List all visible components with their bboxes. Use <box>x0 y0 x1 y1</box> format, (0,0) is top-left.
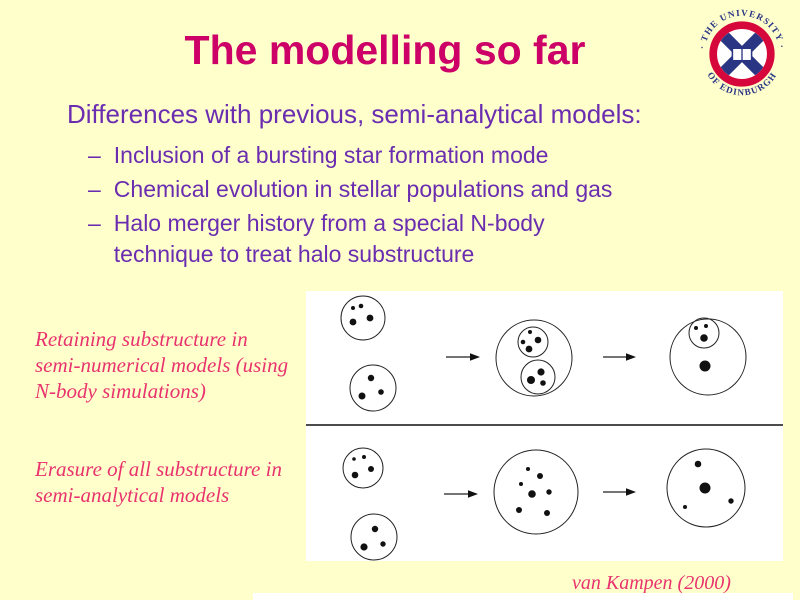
subhalo-dot <box>540 380 546 386</box>
halo-diagram <box>306 295 783 561</box>
bullet-item: – Chemical evolution in stellar populati… <box>88 174 748 205</box>
halo-outline <box>493 449 579 535</box>
halo-outline <box>340 295 386 341</box>
subhalo-dot <box>544 510 550 516</box>
bullet-item: – Halo merger history from a special N-b… <box>88 208 748 270</box>
subhalo-dot <box>351 306 355 310</box>
subhalo-dot <box>699 482 711 494</box>
subhalo-dot <box>528 330 532 334</box>
subhalo-dot <box>366 314 374 322</box>
subhalo-dot <box>516 507 522 513</box>
subhalo-dot <box>360 543 368 551</box>
diagram-label-semi-numerical: Retaining substructure in semi-numerical… <box>35 327 289 403</box>
bullet-text: Chemical evolution in stellar population… <box>113 176 613 202</box>
halo-outline <box>669 318 747 396</box>
subhalo-dot <box>546 489 552 495</box>
bullet-text: Halo merger history from a special N-bod… <box>113 210 545 267</box>
subhalo-dot <box>694 326 698 330</box>
subhalo-dot <box>525 345 533 353</box>
halo-outline <box>350 513 398 561</box>
subhalo-dot <box>378 389 384 395</box>
subhalo-dot <box>699 360 711 372</box>
diagram-label-semi-analytical: Erasure of all substructure in semi-anal… <box>35 457 282 507</box>
subhalo-dot <box>349 318 357 326</box>
subhalo-dot <box>700 334 708 342</box>
subhalo-dot <box>520 339 526 345</box>
subhalo-dot <box>362 455 366 459</box>
university-crest-logo: · THE UNIVERSITY · OF EDINBURGH <box>697 8 786 98</box>
subhalo-dot <box>371 525 379 533</box>
diagram-panel <box>306 291 783 561</box>
subhalo-dot <box>526 467 530 471</box>
bullet-dash: – <box>88 210 101 236</box>
merge-arrow-head <box>468 490 478 498</box>
subhalo-dot <box>534 336 542 344</box>
bullet-list: – Inclusion of a bursting star formation… <box>88 140 748 273</box>
subhalo-dot <box>352 457 356 461</box>
subhalo-dot <box>351 471 359 479</box>
subhalo-dot <box>694 460 702 468</box>
subhalo-dot <box>728 498 734 504</box>
halo-outline <box>666 448 746 528</box>
subhalo-dot <box>358 303 364 309</box>
bullet-item: – Inclusion of a bursting star formation… <box>88 140 748 171</box>
subhalo-dot <box>537 473 543 479</box>
citation: van Kampen (2000) <box>572 572 731 594</box>
halo-outline <box>520 359 556 395</box>
bullet-dash: – <box>88 176 101 202</box>
halo-outline <box>517 326 549 358</box>
merge-arrow-head <box>470 353 480 361</box>
subtitle: Differences with previous, semi-analytic… <box>67 99 642 129</box>
bullet-text: Inclusion of a bursting star formation m… <box>113 142 549 168</box>
halo-outline <box>688 317 720 349</box>
merge-arrow-head <box>626 353 636 361</box>
subhalo-dot <box>519 482 523 486</box>
subhalo-dot <box>367 374 375 382</box>
halo-outline <box>495 319 573 397</box>
subhalo-dot <box>527 376 535 384</box>
open-book-icon <box>731 47 753 62</box>
bullet-dash: – <box>88 142 101 168</box>
subhalo-dot <box>683 505 687 509</box>
halo-outline <box>342 447 384 489</box>
subhalo-dot <box>528 490 536 498</box>
page-title: The modelling so far <box>184 27 586 73</box>
halo-outline <box>349 364 397 412</box>
subhalo-dot <box>537 368 545 376</box>
subhalo-dot <box>380 541 386 547</box>
bottom-white-strip <box>253 593 793 600</box>
subhalo-dot <box>704 324 708 328</box>
subhalo-dot <box>368 466 374 472</box>
subhalo-dot <box>358 392 366 400</box>
merge-arrow-head <box>626 488 636 496</box>
